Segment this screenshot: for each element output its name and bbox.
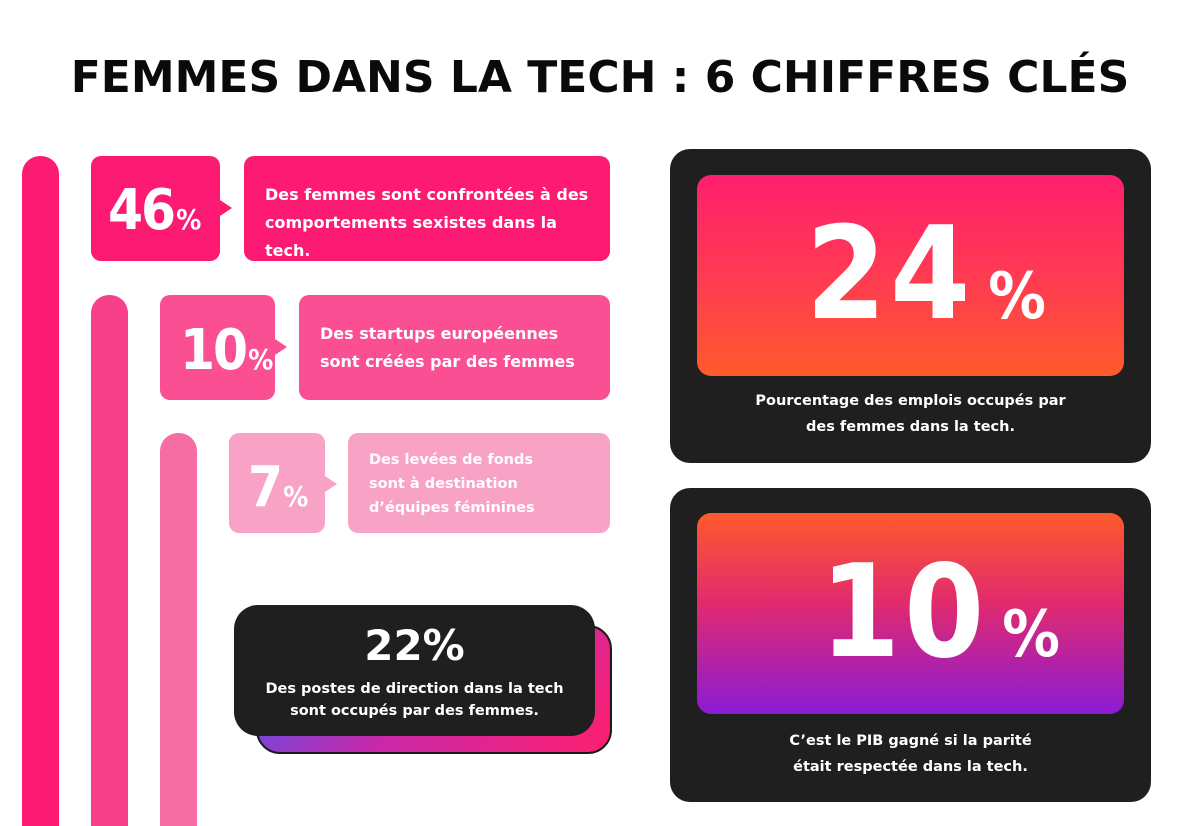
stat-2-number: 10% [180, 318, 274, 383]
stat-2-text-box [299, 295, 610, 400]
jobs-caption: Pourcentage des emplois occupés par des … [755, 393, 1066, 435]
stat-1-number: 46% [108, 178, 202, 243]
stat-3-number-box [229, 433, 325, 533]
stat-1-text: Des femmes sont confrontées à des compor… [265, 185, 589, 260]
stat-3-number: 7% [248, 455, 309, 520]
gdp-value: 10% [820, 538, 1060, 687]
stat-1-text-box [244, 156, 610, 261]
stat-2-arrow [275, 339, 287, 355]
bar-2 [91, 295, 128, 826]
jobs-gradient-panel [697, 175, 1124, 376]
stat-1-number-box [91, 156, 220, 261]
leadership-value: 22% [364, 621, 465, 670]
leadership-card [234, 605, 595, 736]
leadership-text: Des postes de direction dans la tech son… [265, 681, 564, 719]
stat-2-text: Des startups européennes sont créées par… [320, 324, 575, 371]
stat-3-text-box [348, 433, 610, 533]
stat-1-arrow [220, 200, 232, 216]
stat-2-number-box [160, 295, 275, 400]
jobs-value: 24% [806, 200, 1046, 349]
bar-3 [160, 433, 197, 826]
stat-3-text: Des levées de fonds sont à destination d… [369, 452, 535, 516]
bar-1 [22, 156, 59, 826]
gdp-caption: C’est le PIB gagné si la parité était re… [789, 733, 1032, 775]
stat-3-arrow [325, 476, 337, 492]
page-title: FEMMES DANS LA TECH : 6 CHIFFRES CLÉS [70, 52, 1130, 103]
gdp-gradient-panel [697, 513, 1124, 714]
